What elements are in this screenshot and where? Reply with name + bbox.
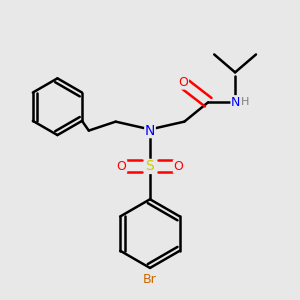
Text: N: N — [145, 124, 155, 138]
Text: O: O — [178, 76, 188, 89]
Text: N: N — [231, 96, 240, 109]
Text: O: O — [173, 160, 183, 173]
Text: O: O — [117, 160, 127, 173]
Text: Br: Br — [143, 273, 157, 286]
Text: H: H — [241, 97, 249, 107]
Text: S: S — [146, 159, 154, 173]
